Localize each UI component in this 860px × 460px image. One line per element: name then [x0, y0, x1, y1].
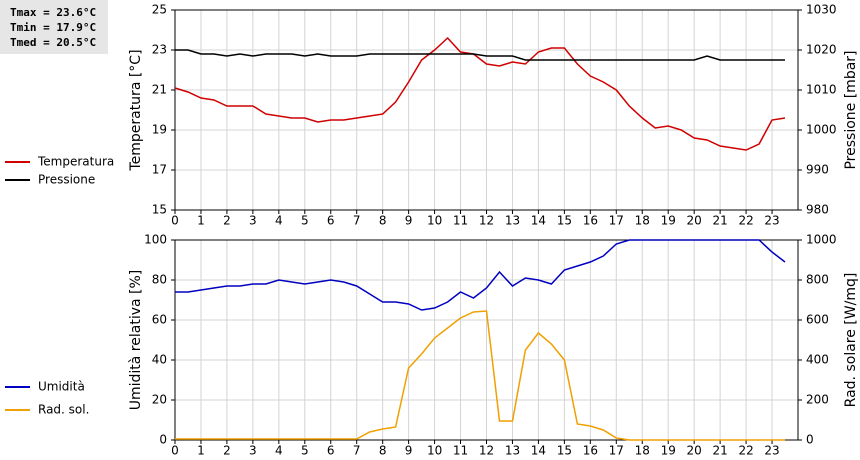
x-tick-label: 9: [405, 444, 413, 458]
x-tick-label: 16: [583, 444, 598, 458]
x-tick-label: 2: [223, 214, 231, 228]
y-tick-label: 23: [152, 43, 167, 57]
y2-tick-label: 0: [806, 433, 814, 447]
y-axis-title: Temperatura [°C]: [128, 49, 144, 171]
x-tick-label: 12: [479, 444, 494, 458]
x-tick-label: 3: [249, 214, 257, 228]
x-tick-label: 7: [353, 214, 361, 228]
y-axis-title: Umidità relativa [%]: [128, 270, 144, 411]
x-tick-label: 3: [249, 444, 257, 458]
x-tick-label: 11: [453, 214, 468, 228]
y2-tick-label: 1010: [806, 83, 837, 97]
x-tick-label: 1: [197, 214, 205, 228]
x-tick-label: 2: [223, 444, 231, 458]
x-tick-label: 19: [661, 214, 676, 228]
y-tick-label: 80: [152, 273, 167, 287]
x-tick-label: 14: [531, 214, 546, 228]
y-tick-label: 40: [152, 353, 167, 367]
series-line: [174, 36, 786, 151]
y2-tick-label: 600: [806, 313, 829, 327]
x-tick-label: 23: [764, 214, 779, 228]
y-tick-label: 25: [152, 3, 167, 17]
x-tick-label: 9: [405, 214, 413, 228]
y-tick-label: 20: [152, 393, 167, 407]
y2-tick-label: 1000: [806, 233, 837, 247]
y2-tick-label: 1020: [806, 43, 837, 57]
x-tick-label: 13: [505, 214, 520, 228]
x-tick-label: 5: [301, 214, 309, 228]
stat-tmin: Tmin = 17.9°C: [10, 21, 96, 34]
y2-tick-label: 1030: [806, 3, 837, 17]
series-line: [175, 49, 785, 61]
y-tick-label: 0: [159, 433, 167, 447]
x-tick-label: 20: [687, 214, 702, 228]
x-tick-label: 14: [531, 444, 546, 458]
y-tick-label: 21: [152, 83, 167, 97]
y-tick-label: 100: [144, 233, 167, 247]
x-tick-label: 0: [171, 444, 179, 458]
stats-box: [0, 0, 108, 54]
y2-tick-label: 990: [806, 163, 829, 177]
series-line: [175, 310, 785, 441]
y-tick-label: 60: [152, 313, 167, 327]
x-tick-label: 8: [379, 444, 387, 458]
x-tick-label: 7: [353, 444, 361, 458]
stat-tmax: Tmax = 23.6°C: [10, 6, 96, 19]
y2-tick-label: 800: [806, 273, 829, 287]
series-line: [175, 239, 786, 311]
x-tick-label: 20: [687, 444, 702, 458]
legend-label: Temperatura: [37, 155, 114, 169]
x-tick-label: 10: [427, 444, 442, 458]
y2-tick-label: 400: [806, 353, 829, 367]
legend-label: Umidità: [38, 380, 85, 394]
y2-axis-title: Pressione [mbar]: [843, 50, 859, 169]
x-tick-label: 21: [712, 214, 727, 228]
x-tick-label: 22: [738, 214, 753, 228]
x-tick-label: 4: [275, 444, 283, 458]
y-tick-label: 15: [152, 203, 167, 217]
legend-label: Rad. sol.: [38, 403, 89, 417]
x-tick-label: 10: [427, 214, 442, 228]
x-tick-label: 13: [505, 444, 520, 458]
y2-tick-label: 980: [806, 203, 829, 217]
y-tick-label: 19: [152, 123, 167, 137]
legend-label: Pressione: [38, 173, 95, 187]
x-tick-label: 17: [609, 214, 624, 228]
x-tick-label: 0: [171, 214, 179, 228]
x-tick-label: 4: [275, 214, 283, 228]
stat-tmed: Tmed = 20.5°C: [10, 36, 96, 49]
y2-axis-title: Rad. solare [W/mq]: [843, 273, 859, 408]
y2-tick-label: 1000: [806, 123, 837, 137]
x-tick-label: 22: [738, 444, 753, 458]
x-tick-label: 18: [635, 444, 650, 458]
x-tick-label: 23: [764, 444, 779, 458]
x-tick-label: 11: [453, 444, 468, 458]
x-tick-label: 6: [327, 214, 335, 228]
x-tick-label: 6: [327, 444, 335, 458]
x-tick-label: 5: [301, 444, 309, 458]
x-tick-label: 19: [661, 444, 676, 458]
x-tick-label: 21: [712, 444, 727, 458]
x-tick-label: 16: [583, 214, 598, 228]
x-tick-label: 1: [197, 444, 205, 458]
x-tick-label: 17: [609, 444, 624, 458]
x-tick-label: 18: [635, 214, 650, 228]
x-tick-label: 15: [557, 444, 572, 458]
y2-tick-label: 200: [806, 393, 829, 407]
x-tick-label: 8: [379, 214, 387, 228]
x-tick-label: 15: [557, 214, 572, 228]
x-tick-label: 12: [479, 214, 494, 228]
y-tick-label: 17: [152, 163, 167, 177]
